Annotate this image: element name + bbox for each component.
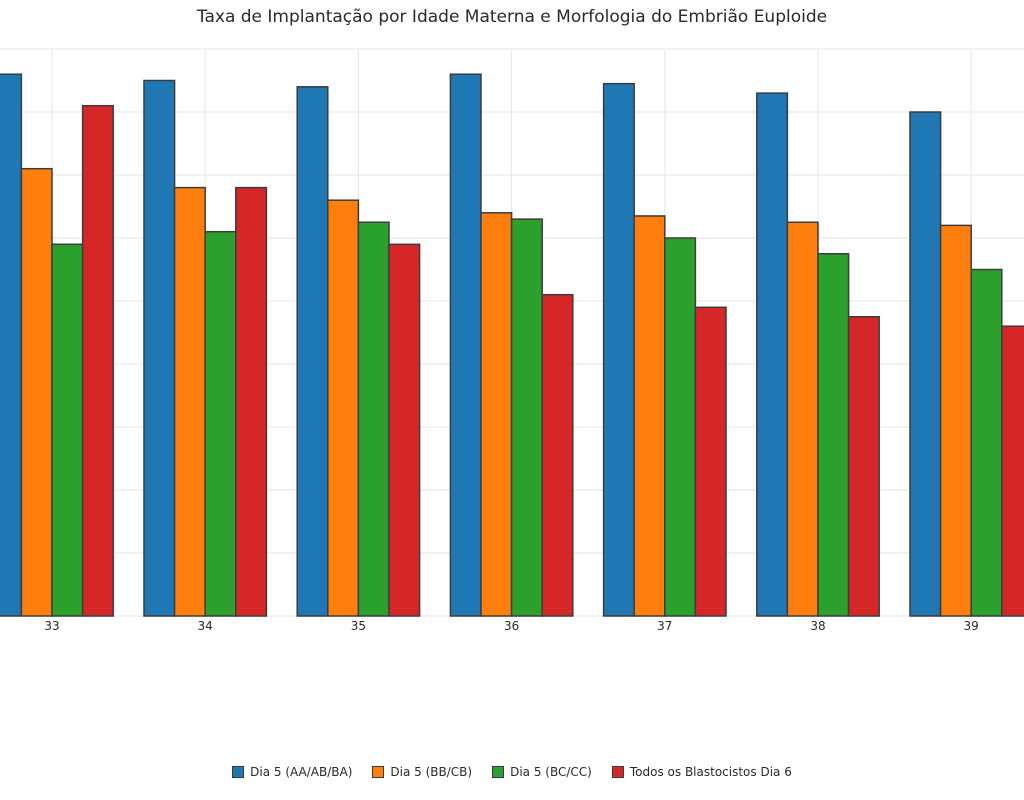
bars [0,73,1024,617]
bar-34-series-1[interactable] [173,186,206,617]
bar-39-series-2[interactable] [970,268,1003,617]
bar-38-series-2[interactable] [817,253,850,617]
bar-36-series-2[interactable] [510,218,543,617]
bar-35-series-2[interactable] [357,221,390,617]
x-tick-label: 39 [964,619,979,633]
legend-item[interactable]: Todos os Blastocistos Dia 6 [611,765,792,779]
bar-34-series-0[interactable] [143,79,176,617]
bar-35-series-3[interactable] [388,243,421,617]
bar-33-series-1[interactable] [20,167,53,617]
legend-item[interactable]: Dia 5 (BC/CC) [492,765,592,779]
bar-33-series-3[interactable] [81,104,114,617]
bar-33-series-2[interactable] [51,243,84,617]
legend-label: Dia 5 (BB/CB) [390,765,473,779]
bar-34-series-2[interactable] [204,230,237,617]
bar-37-series-3[interactable] [694,306,727,617]
x-tick-label: 33 [44,619,59,633]
x-tick-label: 34 [198,619,213,633]
bar-38-series-3[interactable] [847,316,880,617]
bar-39-series-1[interactable] [939,224,972,617]
x-tick-label: 37 [657,619,672,633]
bar-36-series-0[interactable] [449,73,482,617]
plot-area: 33 34 35 36 37 38 39 [0,48,1024,633]
bar-39-series-3[interactable] [1001,325,1024,617]
legend-label: Todos os Blastocistos Dia 6 [629,765,792,779]
bar-38-series-0[interactable] [756,92,789,617]
bar-39-series-0[interactable] [909,111,942,617]
legend-label: Dia 5 (BC/CC) [510,765,592,779]
chart-title: Taxa de Implantação por Idade Materna e … [196,7,828,27]
legend-swatch [611,766,624,778]
x-tick-label: 36 [504,619,519,633]
bar-37-series-0[interactable] [602,82,635,617]
legend-item[interactable]: Dia 5 (BB/CB) [372,765,472,779]
legend-item[interactable]: Dia 5 (AA/AB/BA) [232,765,352,779]
bar-34-series-3[interactable] [235,186,268,617]
bar-38-series-1[interactable] [786,221,819,617]
bar-36-series-3[interactable] [541,293,574,617]
bar-36-series-1[interactable] [480,212,513,617]
x-tick-label: 38 [810,619,825,633]
bar-37-series-2[interactable] [664,237,697,617]
legend-swatch [232,766,245,778]
bar-37-series-1[interactable] [633,215,666,617]
bar-35-series-0[interactable] [296,86,329,617]
legend-swatch [492,766,505,778]
legend-swatch [372,766,385,778]
bar-33-series-0[interactable] [0,73,23,617]
x-tick-labels: 33 34 35 36 37 38 39 [44,619,978,633]
legend-label: Dia 5 (AA/AB/BA) [250,765,353,779]
legend: Dia 5 (AA/AB/BA) Dia 5 (BB/CB) Dia 5 (BC/C… [0,765,1024,779]
bar-35-series-1[interactable] [327,199,360,617]
x-tick-label: 35 [351,619,366,633]
